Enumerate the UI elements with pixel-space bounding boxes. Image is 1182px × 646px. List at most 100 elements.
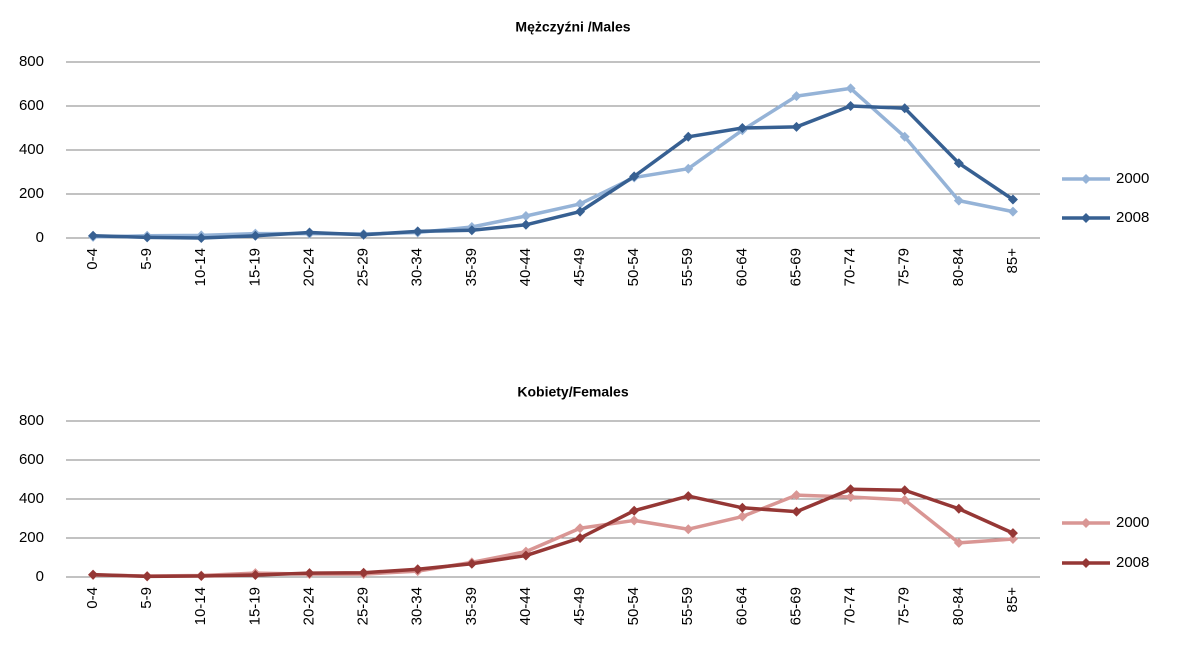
point <box>629 515 640 526</box>
point <box>466 558 477 569</box>
point <box>953 195 964 206</box>
series-line <box>92 487 1014 579</box>
point <box>412 226 423 237</box>
x-tick-label: 65-69 <box>787 248 804 286</box>
point <box>683 131 694 142</box>
y-tick-label: 400 <box>19 490 44 507</box>
x-tick-label: 55-59 <box>679 587 696 625</box>
series-line <box>93 493 1014 578</box>
point <box>899 485 910 496</box>
x-tick-label: 5-9 <box>138 587 155 609</box>
x-tick-label: 35-39 <box>463 587 480 625</box>
legend-marker <box>1081 558 1091 568</box>
x-tick-label: 25-29 <box>355 587 372 625</box>
x-tick-label: 45-49 <box>571 587 588 625</box>
point <box>304 568 315 579</box>
x-tick-label: 45-49 <box>571 248 588 286</box>
point <box>845 492 856 503</box>
point <box>953 503 964 514</box>
point <box>358 567 369 578</box>
x-tick-label: 35-39 <box>463 248 480 286</box>
point <box>845 484 856 495</box>
point <box>683 491 694 502</box>
point <box>575 533 586 543</box>
legend-label: 2008 <box>1116 554 1149 571</box>
chart-title: Mężczyźni /Males <box>515 19 630 35</box>
y-tick-label: 800 <box>19 412 44 429</box>
point <box>520 219 531 230</box>
point <box>88 230 99 241</box>
point <box>196 233 207 243</box>
x-tick-label: 70-74 <box>842 587 859 625</box>
point <box>520 550 531 561</box>
point <box>845 101 856 111</box>
series-line <box>93 104 1014 240</box>
y-tick-label: 0 <box>36 568 44 585</box>
point <box>1007 206 1018 217</box>
legend-marker <box>1081 518 1091 528</box>
point <box>629 171 640 182</box>
point <box>953 158 964 169</box>
x-tick-label: 70-74 <box>842 248 859 286</box>
point <box>142 232 153 243</box>
x-tick-label: 85+ <box>1004 248 1021 274</box>
point <box>520 211 531 221</box>
y-tick-label: 600 <box>19 451 44 468</box>
point <box>683 163 694 174</box>
point <box>304 227 315 238</box>
point <box>196 571 207 582</box>
x-tick-label: 30-34 <box>409 248 426 286</box>
point <box>575 523 586 534</box>
x-tick-label: 40-44 <box>517 248 534 286</box>
point <box>88 569 99 580</box>
x-tick-label: 0-4 <box>84 587 101 609</box>
point <box>791 121 802 132</box>
point <box>845 83 856 94</box>
x-tick-label: 5-9 <box>138 248 155 270</box>
point <box>142 571 153 582</box>
x-tick-label: 55-59 <box>679 248 696 286</box>
point <box>899 131 910 142</box>
point <box>575 206 586 217</box>
point <box>791 490 802 501</box>
x-tick-label: 30-34 <box>409 587 426 625</box>
point <box>737 123 748 133</box>
point <box>899 103 910 114</box>
point <box>575 198 586 209</box>
point <box>737 511 748 522</box>
y-tick-label: 800 <box>19 53 44 70</box>
point <box>899 494 910 505</box>
series-line <box>93 86 1014 239</box>
point <box>412 564 423 575</box>
legend-marker <box>1081 213 1091 223</box>
point <box>683 524 694 535</box>
point <box>466 225 477 236</box>
x-tick-label: 10-14 <box>192 248 209 286</box>
y-tick-label: 200 <box>19 529 44 546</box>
chart-title: Kobiety/Females <box>517 384 628 400</box>
point <box>358 229 369 240</box>
x-tick-label: 50-54 <box>625 248 642 286</box>
legend-marker <box>1081 174 1091 184</box>
y-tick-label: 400 <box>19 141 44 158</box>
x-tick-label: 15-19 <box>246 248 263 286</box>
point <box>791 91 802 102</box>
point <box>250 570 261 581</box>
y-tick-label: 600 <box>19 97 44 114</box>
x-tick-label: 15-19 <box>246 587 263 625</box>
x-tick-label: 65-69 <box>787 587 804 625</box>
x-tick-label: 40-44 <box>517 587 534 625</box>
point <box>953 537 964 548</box>
x-tick-label: 75-79 <box>896 248 913 286</box>
point <box>629 505 640 516</box>
x-tick-label: 80-84 <box>950 587 967 625</box>
point <box>1007 533 1018 544</box>
point <box>737 502 748 513</box>
x-tick-label: 0-4 <box>84 248 101 270</box>
x-tick-label: 60-64 <box>733 587 750 625</box>
x-tick-label: 75-79 <box>896 587 913 625</box>
legend-label: 2008 <box>1116 209 1149 226</box>
x-tick-label: 85+ <box>1004 587 1021 613</box>
y-tick-label: 0 <box>36 229 44 246</box>
